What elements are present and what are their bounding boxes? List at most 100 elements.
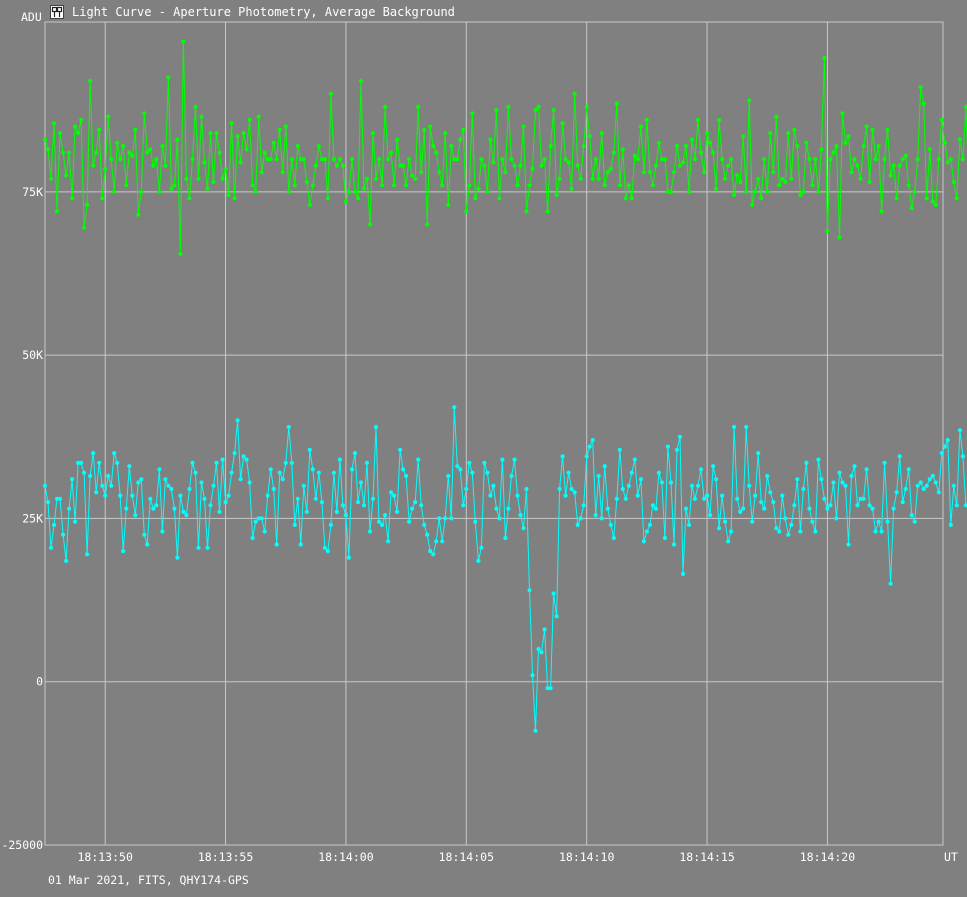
data-point — [358, 78, 364, 83]
data-point — [361, 186, 367, 191]
data-point — [789, 176, 794, 181]
data-point — [491, 160, 496, 165]
data-point — [61, 150, 66, 155]
data-point — [277, 470, 282, 475]
data-point — [662, 157, 668, 162]
series-0 — [42, 39, 967, 256]
data-point — [759, 196, 764, 201]
data-point — [395, 509, 400, 514]
data-point — [545, 686, 550, 691]
data-point — [241, 454, 246, 459]
data-point — [127, 150, 132, 155]
data-point — [542, 157, 547, 162]
data-point — [695, 117, 701, 123]
data-point — [54, 209, 60, 214]
data-point — [894, 196, 899, 201]
data-point — [695, 483, 701, 488]
data-point — [611, 535, 616, 541]
data-point — [918, 480, 923, 485]
data-point — [503, 170, 508, 175]
data-point — [656, 470, 662, 475]
data-point — [840, 480, 845, 485]
data-point — [813, 529, 818, 534]
data-point — [395, 137, 400, 142]
data-point — [849, 473, 854, 479]
data-point — [452, 157, 457, 162]
data-point — [419, 503, 424, 508]
data-point — [247, 480, 252, 485]
data-point — [431, 552, 436, 557]
data-point — [470, 111, 475, 116]
data-point — [647, 522, 653, 528]
data-point — [723, 176, 728, 181]
data-point — [750, 202, 755, 207]
data-point — [79, 460, 84, 465]
data-point — [689, 137, 695, 142]
data-point — [169, 186, 174, 191]
data-point — [307, 202, 312, 207]
data-point — [115, 460, 120, 465]
data-point — [768, 490, 773, 495]
data-point — [51, 121, 57, 126]
data-point — [392, 493, 397, 498]
data-point — [184, 176, 189, 181]
data-point — [349, 467, 355, 472]
data-point — [792, 127, 797, 132]
data-point — [322, 157, 327, 162]
data-point — [551, 591, 556, 596]
data-point — [283, 460, 288, 465]
data-point — [343, 199, 348, 204]
data-point — [422, 522, 427, 528]
plot-frame — [44, 21, 944, 846]
data-point — [328, 91, 333, 96]
data-point — [373, 176, 379, 181]
light-curve-app-icon[interactable] — [50, 5, 64, 19]
data-point — [554, 614, 559, 619]
data-point — [73, 519, 78, 524]
data-point — [951, 483, 956, 488]
data-point — [906, 467, 911, 472]
data-point — [819, 147, 824, 152]
data-point — [103, 166, 108, 172]
data-point — [304, 509, 309, 514]
data-point — [915, 483, 920, 488]
data-point — [136, 212, 141, 217]
data-point — [855, 163, 860, 168]
data-point — [885, 519, 890, 524]
data-point — [951, 179, 956, 185]
data-point — [262, 150, 267, 155]
data-point — [184, 513, 189, 518]
data-point — [665, 444, 671, 449]
data-point — [948, 157, 953, 162]
data-point — [708, 513, 713, 518]
data-point — [617, 447, 622, 452]
data-point — [175, 137, 180, 142]
data-point — [822, 496, 827, 501]
data-point — [232, 451, 237, 456]
data-point — [674, 447, 680, 452]
data-point — [217, 509, 222, 514]
data-point — [885, 127, 890, 132]
data-point — [440, 183, 445, 188]
data-point — [109, 157, 114, 162]
data-point — [735, 496, 740, 501]
data-point — [500, 457, 505, 462]
data-point — [602, 464, 607, 469]
data-point — [91, 451, 96, 456]
y-tick-label: 50K — [22, 348, 43, 362]
data-point — [798, 193, 803, 198]
data-point — [629, 196, 634, 201]
data-point — [440, 539, 445, 544]
data-point — [756, 176, 761, 181]
data-point — [115, 140, 120, 145]
data-point — [852, 464, 857, 469]
data-point — [313, 163, 318, 168]
data-point — [229, 470, 234, 475]
data-point — [753, 189, 758, 194]
data-point — [593, 513, 598, 518]
data-point — [247, 117, 252, 123]
data-point — [404, 183, 409, 188]
data-point — [193, 104, 198, 109]
data-point — [677, 434, 683, 439]
data-point — [280, 170, 285, 175]
